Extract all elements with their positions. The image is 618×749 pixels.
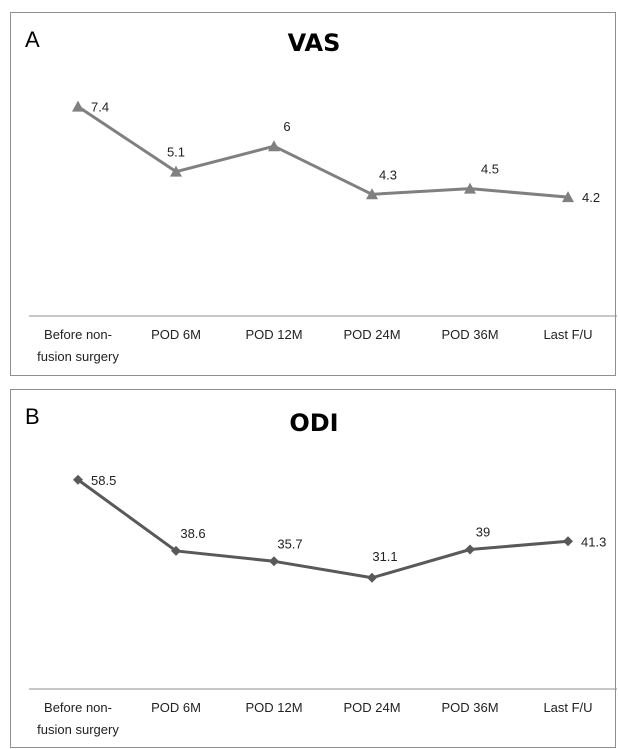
x-tick-label: POD 6M — [151, 700, 201, 715]
x-tick-label: POD 12M — [245, 700, 302, 715]
data-point — [562, 191, 574, 203]
x-tick-label: Before non- — [44, 700, 112, 715]
data-label: 58.5 — [91, 473, 116, 488]
data-point — [465, 544, 475, 555]
vas-line-chart: VAS Before non-fusion surgery POD 6M POD 12… — [29, 29, 617, 364]
data-label: 31.1 — [372, 549, 397, 564]
data-point — [563, 536, 573, 547]
chart-panel-odi: B ODI Before non-fusion surgery POD 6M POD … — [10, 389, 617, 748]
chart-panel-vas: A VAS Before non-fusion surgery POD 6M POD … — [10, 12, 617, 376]
series-line — [77, 105, 569, 199]
data-label: 35.7 — [277, 536, 302, 551]
data-label: 4.5 — [481, 162, 499, 177]
data-point — [366, 188, 378, 200]
x-tick-label: fusion surgery — [37, 722, 119, 737]
data-label: 6 — [283, 119, 290, 134]
panel-label: B — [25, 404, 40, 429]
data-label: 4.2 — [582, 190, 600, 205]
x-tick-label: POD 24M — [343, 327, 400, 342]
panel-label: A — [25, 27, 40, 52]
series-line — [77, 478, 569, 580]
odi-line-chart: ODI Before non-fusion surgery POD 6M POD 12… — [29, 409, 617, 737]
data-point — [367, 572, 377, 583]
x-tick-label: fusion surgery — [37, 349, 119, 364]
data-label: 5.1 — [167, 145, 185, 160]
x-tick-label: Last F/U — [543, 327, 592, 342]
x-tick-label: POD 12M — [245, 327, 302, 342]
data-point — [170, 165, 182, 177]
data-label: 38.6 — [180, 526, 205, 541]
data-point — [269, 556, 279, 567]
data-point — [171, 545, 181, 556]
data-point — [268, 140, 280, 152]
x-tick-label: Last F/U — [543, 700, 592, 715]
data-label: 4.3 — [379, 167, 397, 182]
data-point — [464, 182, 476, 194]
x-tick-label: POD 24M — [343, 700, 400, 715]
x-tick-label: POD 36M — [441, 700, 498, 715]
chart-title: VAS — [288, 29, 341, 57]
data-label: 7.4 — [91, 100, 109, 115]
x-tick-label: POD 36M — [441, 327, 498, 342]
chart-title: ODI — [289, 409, 338, 437]
data-label: 39 — [476, 525, 490, 540]
data-label: 41.3 — [581, 534, 606, 549]
data-point — [73, 474, 83, 485]
x-tick-label: Before non- — [44, 327, 112, 342]
data-point — [72, 100, 84, 112]
x-tick-label: POD 6M — [151, 327, 201, 342]
